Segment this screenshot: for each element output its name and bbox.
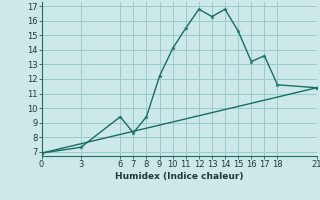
X-axis label: Humidex (Indice chaleur): Humidex (Indice chaleur) — [115, 172, 244, 181]
